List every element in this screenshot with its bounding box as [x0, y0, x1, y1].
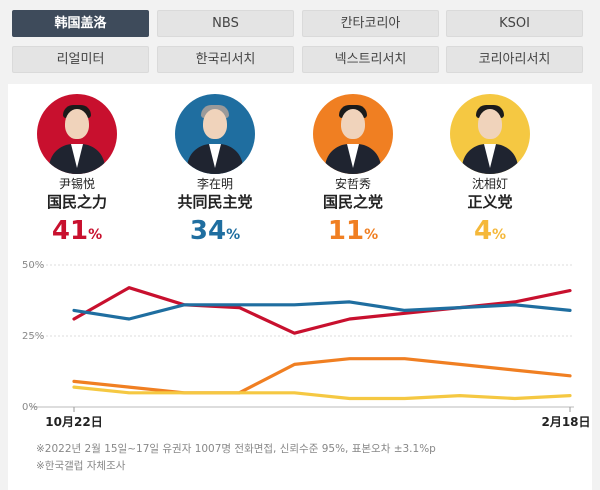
tab-realmeter[interactable]: 리얼미터 — [12, 46, 149, 73]
candidate-party: 国民之党 — [322, 193, 383, 211]
candidate-card: 安哲秀 国民之党 11% — [298, 94, 408, 249]
pollster-tab-bar: 韩国盖洛 NBS 칸타코리아 KSOI 리얼미터 한국리서치 넥스트리서치 코리… — [0, 0, 600, 82]
candidate-photo — [313, 94, 393, 174]
candidate-percentage: 4% — [473, 216, 507, 246]
survey-source-note: ※한국갤럽 자체조사 — [36, 460, 126, 472]
tab-nbs[interactable]: NBS — [157, 10, 294, 37]
series-line — [72, 357, 572, 395]
candidate-photo — [37, 94, 117, 174]
series-line — [72, 286, 572, 335]
tab-korea-research[interactable]: 코리아리서치 — [446, 46, 583, 73]
chart-gridlines — [30, 264, 574, 408]
candidate-name: 李在明 — [196, 177, 233, 191]
candidate-photo — [450, 94, 530, 174]
tab-gallup[interactable]: 韩国盖洛 — [12, 10, 149, 37]
series-line — [72, 385, 572, 401]
candidate-photo — [175, 94, 255, 174]
poll-panel: 尹锡悦 国民之力 41% 李在明 共同民主党 34% 安哲秀 国民之党 11% … — [8, 84, 592, 490]
survey-footnote: ※2022년 2월 15일~17일 유권자 1007명 전화면접, 신뢰수준 9… — [36, 443, 436, 455]
y-tick-label: 25% — [22, 331, 44, 342]
tab-ksoi[interactable]: KSOI — [446, 10, 583, 37]
chart-series — [72, 286, 572, 401]
chart-y-ticks: 50% 25% 0% — [22, 260, 44, 413]
x-start-label: 10月22日 — [45, 415, 102, 429]
candidate-percentage: 41% — [51, 216, 103, 246]
series-line — [72, 300, 572, 321]
candidate-card: 沈相奵 正义党 4% — [435, 94, 545, 249]
candidate-name: 尹锡悦 — [58, 177, 95, 191]
candidate-card: 李在明 共同民主党 34% — [160, 94, 270, 249]
tab-hankook-research[interactable]: 한국리서치 — [157, 46, 294, 73]
x-end-label: 2月18日 — [541, 415, 590, 429]
candidate-card: 尹锡悦 国民之力 41% — [22, 94, 132, 249]
candidate-party: 正义党 — [467, 193, 513, 211]
candidate-party: 共同民主党 — [177, 193, 253, 211]
candidate-name: 沈相奵 — [471, 177, 508, 191]
y-tick-label: 50% — [22, 260, 44, 271]
tab-kantar-korea[interactable]: 칸타코리아 — [302, 10, 439, 37]
candidate-name: 安哲秀 — [334, 177, 371, 191]
y-tick-label: 0% — [22, 402, 38, 413]
chart-x-axis: 10月22日 2月18日 — [45, 407, 591, 429]
tab-next-research[interactable]: 넥스트리서치 — [302, 46, 439, 73]
poll-trend-chart: 50% 25% 0% 10月22日 2月18日 — [22, 260, 591, 429]
candidate-percentage: 34% — [189, 216, 241, 246]
candidate-percentage: 11% — [327, 216, 379, 246]
candidate-party: 国民之力 — [46, 193, 107, 211]
